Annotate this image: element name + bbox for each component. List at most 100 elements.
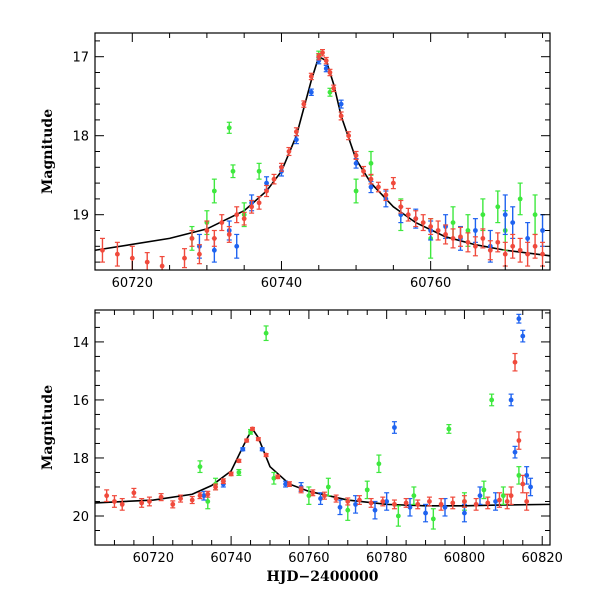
green-data-point: [368, 150, 374, 176]
x-axis-title: HJD−2400000: [267, 569, 379, 585]
red-data-point: [293, 127, 299, 137]
red-marker: [226, 232, 232, 237]
y-tick-label: 16: [72, 394, 89, 409]
green-marker: [465, 228, 471, 233]
red-data-point: [220, 478, 226, 485]
blue-marker: [528, 484, 533, 490]
red-data-point: [443, 224, 449, 245]
blue-data-point: [353, 495, 359, 514]
red-marker: [293, 129, 299, 135]
red-data-point: [170, 500, 176, 509]
red-marker: [287, 481, 292, 487]
red-data-point: [405, 207, 411, 222]
red-data-point: [520, 474, 526, 494]
red-marker: [510, 243, 516, 249]
red-marker: [298, 487, 304, 493]
red-marker: [131, 490, 137, 496]
green-data-point: [263, 325, 269, 342]
blue-marker: [353, 501, 358, 507]
red-data-point: [480, 228, 486, 249]
blue-marker: [512, 449, 518, 455]
red-data-point: [286, 146, 292, 157]
x-tick-label: 60760: [288, 551, 329, 566]
red-data-point: [244, 438, 250, 443]
blue-data-point: [423, 503, 429, 523]
red-marker: [390, 180, 396, 186]
red-data-point: [338, 111, 344, 121]
red-data-point: [356, 495, 362, 505]
red-marker: [380, 499, 386, 504]
top-panel: 60720 60740 60760 17 18 19 Magnitude: [40, 32, 551, 291]
blue-data-point: [442, 497, 448, 517]
red-marker: [520, 481, 526, 487]
y-tick-label: 14: [72, 336, 89, 351]
red-marker: [345, 499, 351, 504]
red-marker: [104, 493, 110, 499]
green-marker: [430, 516, 436, 522]
x-tick-label: 60760: [410, 276, 451, 291]
red-data-point: [504, 493, 510, 510]
green-marker: [327, 89, 333, 95]
red-data-point: [461, 495, 467, 508]
green-marker: [480, 212, 486, 218]
red-marker: [508, 493, 514, 499]
red-marker: [524, 499, 530, 504]
green-marker: [411, 493, 417, 499]
red-data-point: [226, 225, 232, 243]
red-data-point: [331, 84, 337, 93]
red-marker: [158, 494, 164, 500]
blue-data-point: [510, 206, 516, 239]
model-curve: [95, 427, 550, 507]
red-marker: [403, 500, 409, 506]
blue-data-point: [493, 492, 499, 511]
red-data-point: [301, 100, 307, 108]
red-data-point: [450, 228, 456, 249]
red-marker: [517, 247, 523, 253]
red-data-point: [524, 492, 530, 511]
red-data-point: [525, 241, 531, 267]
blue-marker: [283, 481, 288, 487]
red-marker: [178, 496, 183, 501]
green-data-point: [495, 190, 501, 224]
blue-data-point: [337, 499, 343, 516]
red-data-point: [286, 481, 292, 487]
red-marker: [189, 236, 195, 241]
red-data-point: [438, 497, 444, 511]
blue-marker: [259, 446, 265, 452]
green-data-point: [532, 194, 538, 236]
red-marker: [250, 426, 255, 432]
red-marker: [249, 204, 255, 210]
blue-data-point: [318, 492, 324, 505]
red-data-point: [415, 499, 421, 510]
red-marker: [119, 501, 125, 507]
green-data-point: [364, 480, 370, 500]
red-marker: [234, 212, 240, 218]
red-data-point: [278, 162, 284, 172]
blue-marker: [520, 333, 526, 339]
green-marker: [368, 160, 374, 166]
red-marker: [159, 263, 165, 269]
green-data-point: [256, 162, 262, 180]
red-marker: [497, 497, 502, 503]
green-marker: [364, 487, 370, 493]
y-tick-label: 18: [72, 452, 89, 467]
blue-data-point: [234, 233, 240, 259]
red-data-point: [485, 496, 491, 510]
blue-marker: [473, 228, 478, 233]
red-marker: [504, 499, 510, 504]
red-marker: [495, 239, 501, 245]
green-marker: [325, 484, 331, 490]
blue-data-point: [372, 500, 378, 520]
red-marker: [331, 85, 337, 91]
red-data-point: [189, 229, 195, 247]
green-data-point: [230, 164, 236, 179]
green-marker: [256, 168, 262, 174]
red-data-point: [413, 210, 419, 228]
red-data-point: [345, 497, 351, 506]
blue-data-point: [508, 393, 514, 407]
red-data-point: [465, 232, 471, 253]
red-marker: [487, 247, 493, 253]
x-tick-label: 60780: [366, 551, 407, 566]
red-data-point: [111, 495, 117, 508]
green-data-point: [489, 393, 495, 407]
